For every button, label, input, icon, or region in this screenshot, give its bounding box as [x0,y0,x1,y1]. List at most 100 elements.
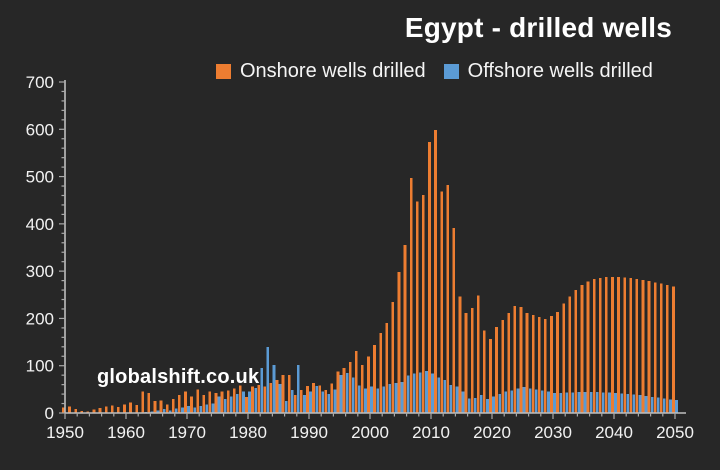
bar-onshore-1962 [135,404,138,413]
bar-offshore-2037 [595,392,599,413]
bar-onshore-1981 [251,386,254,413]
bar-onshore-2019 [483,330,486,413]
bar-offshore-1983 [266,346,270,413]
bar-onshore-2037 [592,279,596,413]
bar-offshore-2001 [376,388,379,413]
bar-onshore-2036 [586,281,590,413]
bar-onshore-2030 [550,316,553,413]
bar-onshore-2045 [641,280,645,413]
bar-onshore-2025 [519,307,523,413]
bar-offshore-1977 [229,396,233,413]
bar-offshore-1971 [193,407,196,413]
x-tick-label-2010: 2010 [412,423,450,442]
bar-offshore-1992 [321,391,325,413]
bar-offshore-2012 [443,379,447,413]
bar-onshore-1985 [275,379,279,413]
bar-onshore-2032 [562,303,565,413]
bar-onshore-1983 [263,386,267,413]
bar-offshore-1985 [278,384,282,413]
bar-onshore-1971 [190,396,193,413]
bar-onshore-2026 [525,312,529,413]
x-tick-label-2050: 2050 [656,423,694,442]
bar-onshore-1984 [269,383,273,413]
x-tick-label-1960: 1960 [107,423,145,442]
bar-onshore-1959 [117,406,120,413]
bar-offshore-2018 [480,395,483,413]
bar-offshore-2003 [388,384,392,413]
bar-offshore-1969 [181,407,184,413]
bar-offshore-2027 [534,389,538,413]
bar-onshore-1958 [110,405,114,413]
bar-onshore-2040 [611,276,614,413]
bar-offshore-2023 [510,390,514,413]
bar-offshore-2007 [412,373,416,413]
bar-offshore-2017 [473,397,477,413]
bar-offshore-2045 [644,395,648,413]
y-tick-label-300: 300 [26,262,54,281]
bar-offshore-2041 [620,393,623,413]
bar-offshore-2002 [382,386,386,413]
bar-offshore-2008 [419,372,422,413]
bar-onshore-1972 [196,389,199,413]
bar-onshore-2046 [647,281,651,413]
bar-onshore-2006 [403,245,407,413]
bar-onshore-2024 [513,306,517,413]
bar-offshore-1976 [223,398,227,413]
bar-offshore-1978 [236,394,239,413]
onshore-swatch-icon [216,64,231,79]
bar-offshore-2015 [461,391,465,413]
bar-offshore-1987 [290,389,294,413]
bar-onshore-1963 [141,391,145,413]
bar-onshore-1999 [361,365,364,413]
bar-onshore-1966 [159,400,163,413]
bar-offshore-1973 [205,404,209,413]
bar-onshore-1982 [257,385,260,413]
bar-onshore-2042 [623,277,626,413]
bar-onshore-2043 [629,278,633,413]
bar-onshore-1970 [184,391,187,413]
bar-onshore-1997 [348,361,352,413]
legend-label-onshore: Onshore wells drilled [240,60,426,82]
bar-onshore-1964 [147,393,151,413]
x-tick-label-2040: 2040 [595,423,633,442]
bar-onshore-1955 [92,409,96,413]
bar-offshore-2042 [626,394,630,413]
bar-onshore-1953 [80,411,84,413]
bar-offshore-1967 [168,410,172,413]
bar-offshore-2004 [394,383,398,413]
bar-onshore-2049 [666,284,669,413]
bar-offshore-2043 [632,394,636,413]
bar-onshore-2035 [580,284,584,413]
bar-offshore-1998 [358,385,361,413]
legend: Onshore wells drilled Offshore wells dri… [216,60,671,83]
bar-onshore-1974 [208,391,212,413]
bar-onshore-1996 [342,368,346,413]
bar-offshore-2034 [577,392,581,413]
bar-offshore-2044 [638,395,642,413]
x-tick-label-1970: 1970 [168,423,206,442]
bar-offshore-2016 [467,398,471,413]
bar-onshore-2027 [531,315,535,413]
bar-onshore-2001 [373,344,376,413]
bar-offshore-1972 [199,405,203,413]
bar-onshore-1989 [300,389,303,413]
bar-onshore-2021 [495,326,498,413]
bar-offshore-2038 [602,392,605,413]
bar-offshore-2036 [589,392,593,413]
bar-onshore-1956 [98,407,102,413]
bar-onshore-2012 [440,191,443,413]
y-tick-label-500: 500 [26,168,54,187]
bar-onshore-1973 [202,395,206,413]
bar-onshore-1991 [312,383,315,413]
y-tick-label-700: 700 [26,73,54,92]
bar-offshore-2029 [547,391,550,413]
bar-offshore-1993 [327,394,331,413]
bar-onshore-2048 [659,283,663,413]
bar-offshore-1984 [272,365,276,413]
bar-offshore-1989 [303,395,306,413]
bar-onshore-1995 [336,371,340,413]
bar-offshore-2025 [522,386,526,413]
bar-onshore-2044 [635,279,639,413]
bar-onshore-1950 [62,407,65,413]
